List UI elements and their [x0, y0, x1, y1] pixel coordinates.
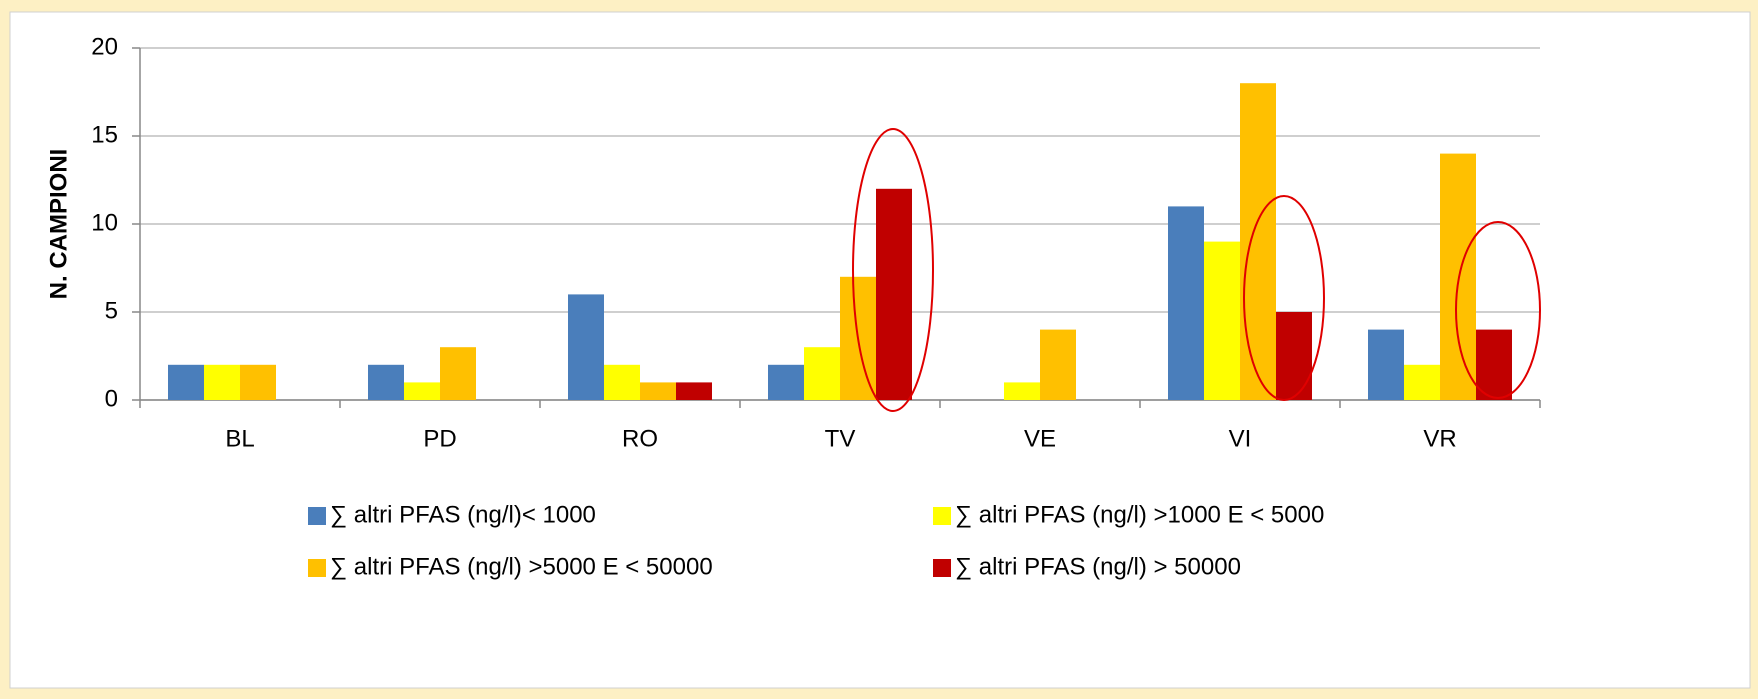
bar [1368, 329, 1404, 400]
annotations [852, 128, 1541, 412]
legend-swatch [933, 559, 951, 577]
x-tick-label: VR [1423, 425, 1456, 452]
x-tick-label: PD [423, 425, 456, 452]
bar [204, 364, 240, 400]
legend-label: ∑ altri PFAS (ng/l) >1000 E < 5000 [955, 501, 1324, 528]
y-tick-label: 5 [105, 297, 118, 324]
highlight-ellipse [1243, 195, 1325, 401]
bar [404, 382, 440, 400]
bar [768, 364, 804, 400]
y-tick-label: 0 [105, 385, 118, 412]
bar [1168, 206, 1204, 400]
x-tick-label: BL [225, 425, 254, 452]
x-tick-label: VI [1229, 425, 1252, 452]
bar [1240, 83, 1276, 400]
x-tick-label: TV [825, 425, 856, 452]
bar [368, 364, 404, 400]
bar [1404, 364, 1440, 400]
x-tick-label: RO [622, 425, 658, 452]
bar [1204, 241, 1240, 400]
bar [1040, 329, 1076, 400]
highlight-ellipse [1455, 221, 1541, 399]
highlight-ellipse [852, 128, 934, 412]
bar [568, 294, 604, 400]
y-tick-label: 15 [91, 121, 118, 148]
y-tick-label: 10 [91, 209, 118, 236]
legend-swatch [933, 507, 951, 525]
bar [676, 382, 712, 400]
bar [168, 364, 204, 400]
y-axis-label: N. CAMPIONI [45, 149, 72, 300]
legend-label: ∑ altri PFAS (ng/l) > 50000 [955, 553, 1241, 580]
legend-swatch [308, 559, 326, 577]
y-tick-label: 20 [91, 33, 118, 60]
plot: 0 5 10 15 20 BL PD RO TV VE VI VR ∑ altri PFAS (ng/l… [91, 33, 1541, 580]
bar [1004, 382, 1040, 400]
legend-label: ∑ altri PFAS (ng/l) >5000 E < 50000 [330, 553, 713, 580]
bar [640, 382, 676, 400]
bar [804, 347, 840, 400]
bar [240, 364, 276, 400]
bar [1476, 329, 1512, 400]
legend-label: ∑ altri PFAS (ng/l)< 1000 [330, 501, 596, 528]
bar [876, 188, 912, 400]
legend-swatch [308, 507, 326, 525]
x-tick-label: VE [1024, 425, 1056, 452]
bar [1276, 312, 1312, 400]
bar [440, 347, 476, 400]
bar [604, 364, 640, 400]
